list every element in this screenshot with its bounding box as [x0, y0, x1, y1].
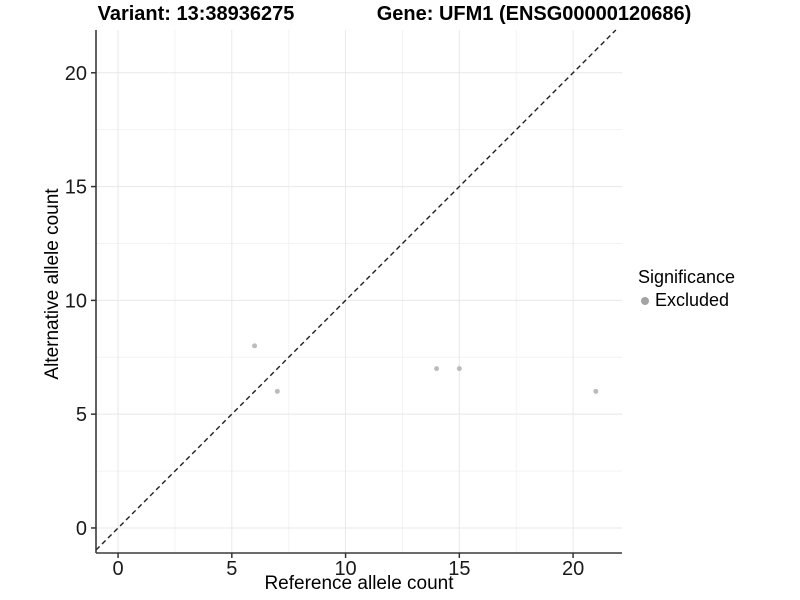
x-tick-label: 20	[562, 558, 584, 580]
x-tick-label: 15	[448, 558, 470, 580]
excluded-point-icon	[641, 296, 649, 305]
variant-title: Variant: 13:38936275	[97, 3, 295, 25]
gene-title: Gene: UFM1 (ENSG00000120686)	[376, 3, 692, 25]
data-point	[434, 366, 440, 372]
legend-item-excluded: Excluded	[636, 289, 735, 311]
y-tick-label: 5	[76, 404, 87, 426]
y-tick-label: 15	[65, 177, 87, 199]
data-point	[593, 388, 599, 394]
y-tick-label: 0	[76, 518, 87, 540]
y-tick-label: 10	[65, 290, 87, 312]
identity-line	[95, 29, 617, 551]
x-axis-title: Reference allele count	[264, 573, 454, 594]
data-point	[456, 366, 462, 372]
legend-item-label: Excluded	[655, 289, 730, 310]
data-point	[274, 388, 280, 394]
legend-title: Significance	[638, 267, 736, 287]
data-point	[252, 343, 258, 349]
x-tick-label: 10	[334, 558, 356, 580]
legend: Significance Excluded	[636, 267, 735, 310]
x-tick-label: 0	[113, 558, 124, 580]
y-axis-title: Alternative allele count	[42, 188, 63, 380]
y-tick-label: 20	[65, 63, 87, 85]
x-tick-label: 5	[226, 558, 237, 580]
